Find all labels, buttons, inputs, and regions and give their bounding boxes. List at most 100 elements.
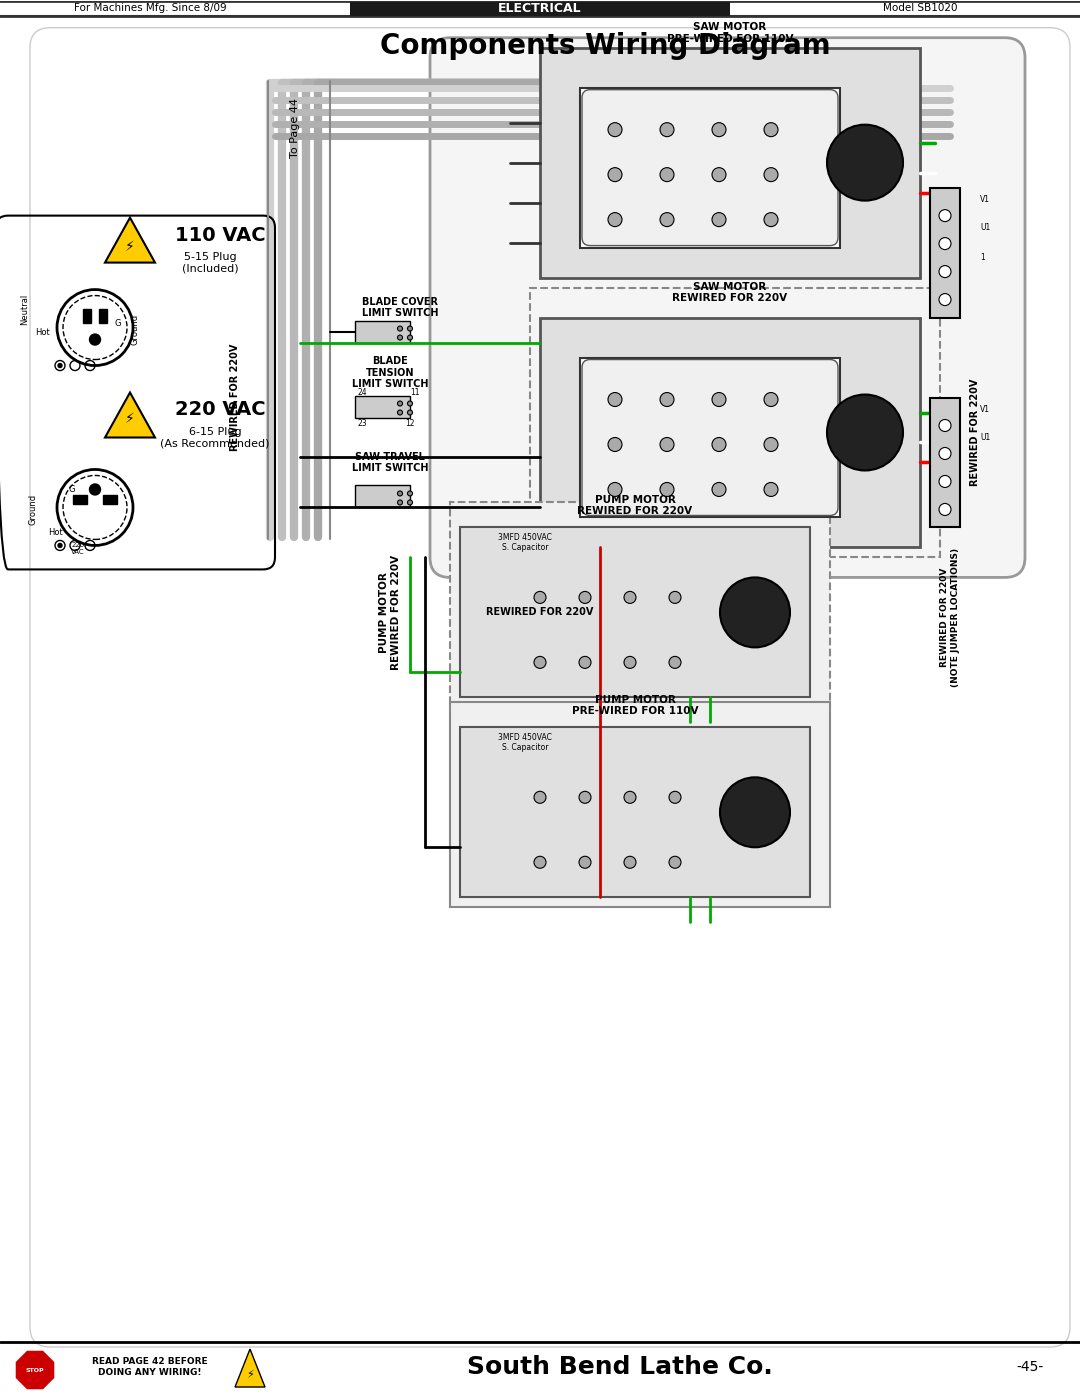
Polygon shape <box>235 1350 265 1387</box>
Circle shape <box>407 409 413 415</box>
Circle shape <box>608 212 622 226</box>
Circle shape <box>57 469 133 545</box>
Text: 24: 24 <box>357 388 366 397</box>
Circle shape <box>764 482 778 496</box>
Circle shape <box>712 393 726 407</box>
Text: -45-: -45- <box>1016 1361 1043 1375</box>
Circle shape <box>939 265 951 278</box>
Circle shape <box>669 591 681 604</box>
Text: Hot: Hot <box>48 528 63 536</box>
FancyBboxPatch shape <box>930 398 960 528</box>
Circle shape <box>407 335 413 339</box>
Circle shape <box>58 543 62 548</box>
Circle shape <box>407 490 413 496</box>
Polygon shape <box>105 393 156 437</box>
Text: 220 VAC: 220 VAC <box>175 400 266 419</box>
FancyBboxPatch shape <box>540 317 920 548</box>
Text: SAW TRAVEL
LIMIT SWITCH: SAW TRAVEL LIMIT SWITCH <box>352 451 429 474</box>
Circle shape <box>608 123 622 137</box>
Text: REWIRED FOR 220V: REWIRED FOR 220V <box>230 344 240 451</box>
Circle shape <box>397 335 403 339</box>
Circle shape <box>939 447 951 460</box>
Circle shape <box>534 856 546 869</box>
Circle shape <box>407 500 413 504</box>
Circle shape <box>579 591 591 604</box>
FancyBboxPatch shape <box>430 38 1025 577</box>
Polygon shape <box>105 218 156 263</box>
Circle shape <box>712 482 726 496</box>
Text: G: G <box>68 485 75 495</box>
Circle shape <box>720 577 789 647</box>
FancyBboxPatch shape <box>582 359 838 515</box>
Circle shape <box>669 657 681 668</box>
Circle shape <box>712 437 726 451</box>
Circle shape <box>579 791 591 803</box>
FancyBboxPatch shape <box>103 496 117 504</box>
Text: PUMP MOTOR
REWIRED FOR 220V: PUMP MOTOR REWIRED FOR 220V <box>379 555 401 671</box>
Circle shape <box>407 326 413 331</box>
Text: ELECTRICAL: ELECTRICAL <box>498 1 582 15</box>
Circle shape <box>660 212 674 226</box>
Circle shape <box>608 393 622 407</box>
Circle shape <box>939 293 951 306</box>
Circle shape <box>407 401 413 407</box>
FancyBboxPatch shape <box>582 89 838 246</box>
Text: SAW MOTOR
REWIRED FOR 220V: SAW MOTOR REWIRED FOR 220V <box>673 282 787 303</box>
Text: 5-15 Plug
(Included): 5-15 Plug (Included) <box>181 251 239 274</box>
Circle shape <box>764 212 778 226</box>
Circle shape <box>669 856 681 869</box>
Circle shape <box>624 856 636 869</box>
FancyBboxPatch shape <box>930 187 960 317</box>
Circle shape <box>712 123 726 137</box>
Circle shape <box>660 168 674 182</box>
Circle shape <box>660 123 674 137</box>
FancyBboxPatch shape <box>580 358 840 517</box>
Text: 3MFD 450VAC
S. Capacitor: 3MFD 450VAC S. Capacitor <box>498 532 552 552</box>
FancyBboxPatch shape <box>350 1 730 15</box>
Circle shape <box>397 401 403 407</box>
Text: 12: 12 <box>405 419 415 427</box>
Text: ⚡: ⚡ <box>246 1370 254 1380</box>
Circle shape <box>669 791 681 803</box>
Text: 3MFD 450VAC
S. Capacitor: 3MFD 450VAC S. Capacitor <box>498 732 552 752</box>
Text: 220
VAC: 220 VAC <box>71 542 85 556</box>
Text: PUMP MOTOR
PRE-WIRED FOR 110V: PUMP MOTOR PRE-WIRED FOR 110V <box>571 694 699 717</box>
Text: 110 VAC: 110 VAC <box>175 226 266 244</box>
Circle shape <box>660 437 674 451</box>
Text: G: G <box>114 319 121 328</box>
Text: 23: 23 <box>357 419 366 427</box>
Circle shape <box>58 363 62 367</box>
Circle shape <box>660 393 674 407</box>
Circle shape <box>712 212 726 226</box>
Text: U1: U1 <box>980 433 990 441</box>
FancyBboxPatch shape <box>355 320 410 342</box>
Circle shape <box>764 393 778 407</box>
Circle shape <box>534 591 546 604</box>
Text: Components Wiring Diagram: Components Wiring Diagram <box>380 32 831 60</box>
Text: SAW MOTOR
PRE-WIRED FOR 110V: SAW MOTOR PRE-WIRED FOR 110V <box>666 22 793 43</box>
Circle shape <box>827 124 903 201</box>
Circle shape <box>624 591 636 604</box>
FancyBboxPatch shape <box>460 528 810 697</box>
Text: ⚡: ⚡ <box>125 412 135 426</box>
Circle shape <box>90 483 100 495</box>
Circle shape <box>579 856 591 869</box>
FancyBboxPatch shape <box>580 88 840 247</box>
Text: Ground: Ground <box>131 314 139 345</box>
Circle shape <box>534 657 546 668</box>
FancyBboxPatch shape <box>73 496 87 504</box>
FancyBboxPatch shape <box>355 486 410 507</box>
Circle shape <box>397 409 403 415</box>
Circle shape <box>397 500 403 504</box>
Circle shape <box>939 503 951 515</box>
FancyBboxPatch shape <box>99 309 107 323</box>
Circle shape <box>939 237 951 250</box>
Text: V1: V1 <box>980 196 990 204</box>
Text: For Machines Mfg. Since 8/09: For Machines Mfg. Since 8/09 <box>73 3 227 13</box>
Text: READ PAGE 42 BEFORE
DOING ANY WIRING!: READ PAGE 42 BEFORE DOING ANY WIRING! <box>92 1358 207 1376</box>
Text: 11: 11 <box>410 388 419 397</box>
Circle shape <box>660 482 674 496</box>
Circle shape <box>624 791 636 803</box>
Circle shape <box>608 437 622 451</box>
Text: Model SB1020: Model SB1020 <box>882 3 957 13</box>
